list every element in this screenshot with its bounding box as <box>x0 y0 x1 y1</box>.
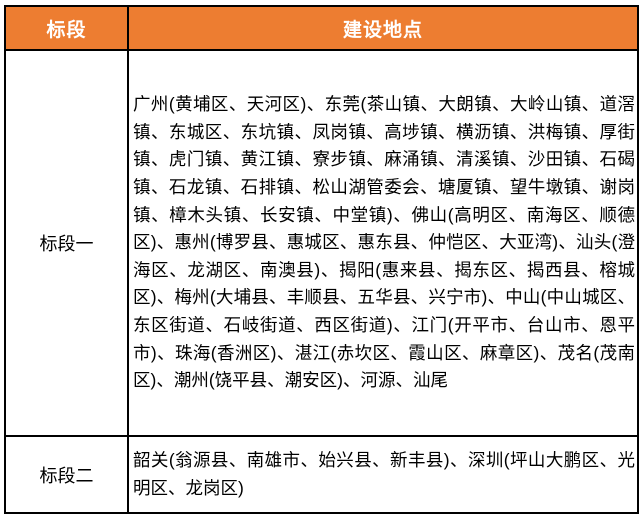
section-cell-2: 标段二 <box>4 435 129 514</box>
table-row: 标段一 广州(黄埔区、天河区)、东莞(茶山镇、大朗镇、大岭山镇、道滘镇、东城区、… <box>4 49 639 437</box>
locations-cell-2: 韶关(翁源县、南雄市、始兴县、新丰县)、深圳(坪山大鹏区、光明区、龙岗区) <box>127 435 639 514</box>
header-cell-section: 标段 <box>4 5 129 51</box>
locations-cell-1: 广州(黄埔区、天河区)、东莞(茶山镇、大朗镇、大岭山镇、道滘镇、东城区、东坑镇、… <box>127 49 639 437</box>
header-cell-location: 建设地点 <box>127 5 639 51</box>
section-cell-1: 标段一 <box>4 49 129 437</box>
bid-sections-table: 标段 建设地点 标段一 广州(黄埔区、天河区)、东莞(茶山镇、大朗镇、大岭山镇、… <box>4 5 639 514</box>
table-row: 标段二 韶关(翁源县、南雄市、始兴县、新丰县)、深圳(坪山大鹏区、光明区、龙岗区… <box>4 435 639 514</box>
table-header-row: 标段 建设地点 <box>4 5 639 51</box>
